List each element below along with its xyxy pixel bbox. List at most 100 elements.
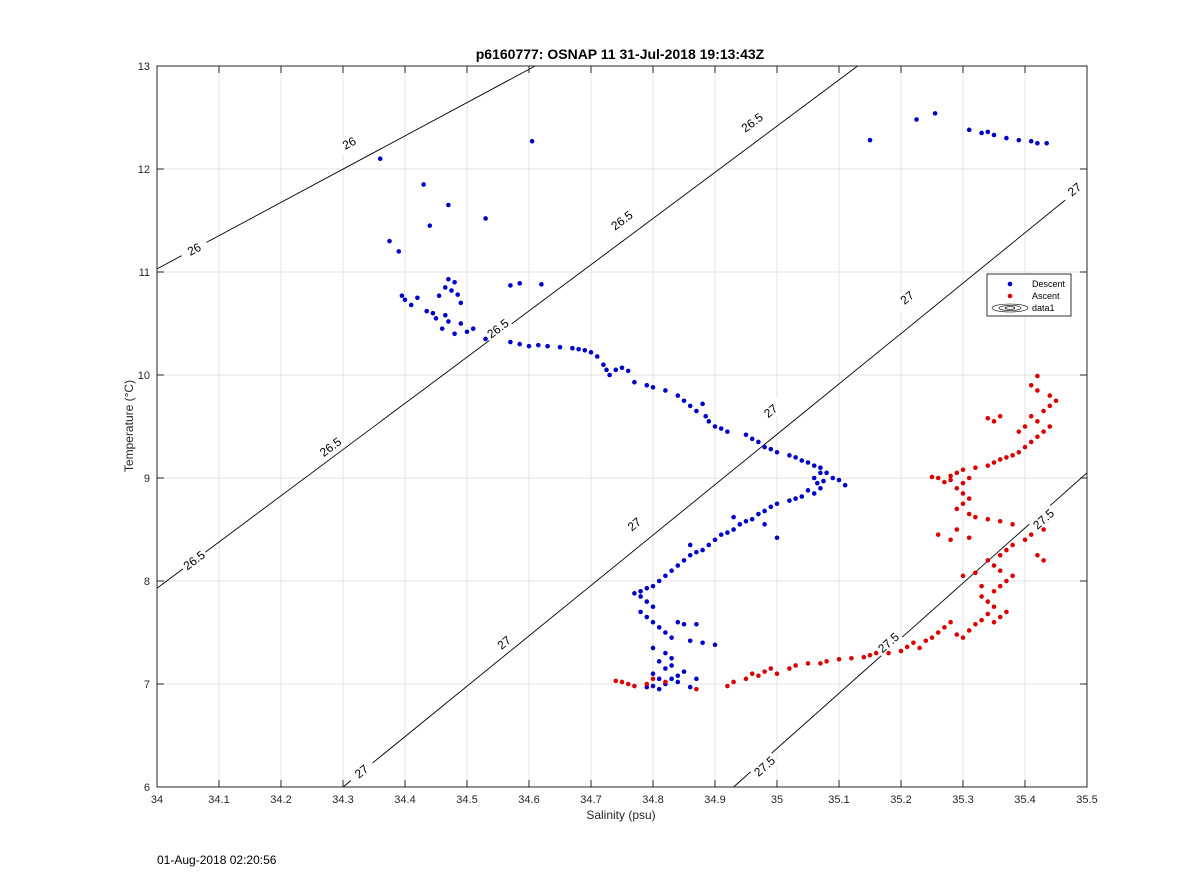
descent-point [638, 609, 643, 615]
descent-point [449, 288, 454, 293]
descent-point [805, 460, 811, 465]
descent-point [687, 552, 693, 558]
descent-point [725, 429, 730, 434]
descent-point [712, 537, 718, 543]
ascent-point [805, 661, 811, 666]
ascent-point [1004, 609, 1009, 615]
descent-point [632, 379, 637, 385]
descent-point [452, 331, 457, 337]
contour-label-bg [749, 751, 780, 781]
ascent-point [861, 654, 867, 660]
x-tick-label: 34.5 [456, 794, 477, 806]
descent-point [675, 673, 681, 679]
ascent-point [948, 477, 953, 483]
ascent-point [824, 659, 829, 664]
descent-point [408, 302, 414, 308]
descent-point [737, 522, 743, 527]
descent-point [712, 642, 718, 648]
y-tick-label: 9 [144, 473, 150, 485]
descent-point [718, 426, 724, 431]
descent-point [458, 321, 464, 326]
descent-point [446, 202, 451, 208]
ascent-point [1047, 393, 1053, 398]
surface-point [991, 132, 997, 138]
ascent-point [997, 518, 1003, 524]
ascent-point [991, 419, 997, 424]
ascent-point [929, 635, 935, 640]
ascent-point [991, 589, 997, 594]
ascent-point [942, 479, 947, 485]
ascent-point [762, 669, 767, 674]
descent-point [470, 326, 476, 331]
ascent-point [942, 625, 947, 630]
descent-point [529, 138, 535, 144]
contour-label-bg [178, 236, 210, 263]
ascent-point [954, 527, 960, 532]
descent-point [663, 573, 668, 579]
ascent-point [725, 683, 730, 689]
density-contour-line [342, 182, 1088, 788]
ascent-point [613, 678, 619, 684]
contour-label-bg [315, 433, 347, 462]
descent-point [762, 522, 767, 527]
descent-point [675, 393, 681, 398]
descent-point [811, 463, 817, 468]
ascent-point [1022, 424, 1028, 429]
ascent-point [948, 619, 953, 625]
descent-point [694, 621, 699, 627]
ascent-point [960, 491, 966, 496]
ascent-point [997, 568, 1003, 573]
descent-point [377, 156, 383, 161]
x-axis-label: Salinity (psu) [586, 808, 655, 822]
ascent-point [1028, 439, 1034, 445]
descent-point [594, 354, 600, 359]
ascent-point [1004, 547, 1009, 553]
descent-point [749, 516, 755, 522]
descent-point [793, 496, 798, 501]
y-axis-label: Temperature (°C) [122, 380, 136, 472]
ascent-point [619, 679, 625, 685]
descent-point [731, 514, 736, 520]
ascent-point [1047, 424, 1053, 429]
descent-point [446, 276, 451, 282]
descent-point [687, 684, 693, 690]
descent-point [483, 336, 488, 342]
ascent-point [935, 532, 941, 537]
descent-point [675, 563, 681, 568]
x-tick-label: 34.7 [580, 794, 601, 806]
x-tick-label: 35.1 [828, 794, 849, 806]
descent-point [694, 676, 699, 682]
contour-label-bg [891, 283, 923, 313]
descent-point [712, 424, 718, 429]
ascent-point [867, 652, 873, 658]
descent-point [774, 535, 780, 541]
ascent-point [1004, 455, 1009, 460]
descent-point [570, 345, 575, 351]
x-tick-label: 34.1 [208, 794, 229, 806]
descent-point [768, 504, 774, 510]
descent-point [644, 614, 650, 620]
y-tick-label: 13 [138, 61, 150, 73]
ascent-point [1035, 419, 1040, 424]
descent-point [799, 458, 805, 463]
chart-title: p6160777: OSNAP 11 31-Jul-2018 19:13:43Z [476, 46, 765, 62]
ascent-point [756, 673, 761, 679]
x-tick-label: 35.5 [1076, 794, 1097, 806]
ascent-point [1035, 373, 1040, 379]
ascent-point [1041, 527, 1046, 532]
ascent-point [917, 645, 922, 651]
descent-point [743, 518, 749, 524]
contour-label-bg [333, 130, 365, 157]
ascent-point [997, 583, 1003, 589]
descent-point [439, 326, 445, 331]
ascent-point [991, 604, 997, 610]
ascent-point [960, 635, 966, 640]
ascent-point [997, 552, 1003, 558]
surface-point [914, 117, 919, 122]
descent-point [644, 585, 650, 591]
ascent-point [904, 644, 910, 650]
ascent-point [979, 594, 984, 599]
x-tick-label: 34.8 [642, 794, 663, 806]
ascent-point [966, 475, 972, 481]
descent-point [424, 308, 430, 314]
